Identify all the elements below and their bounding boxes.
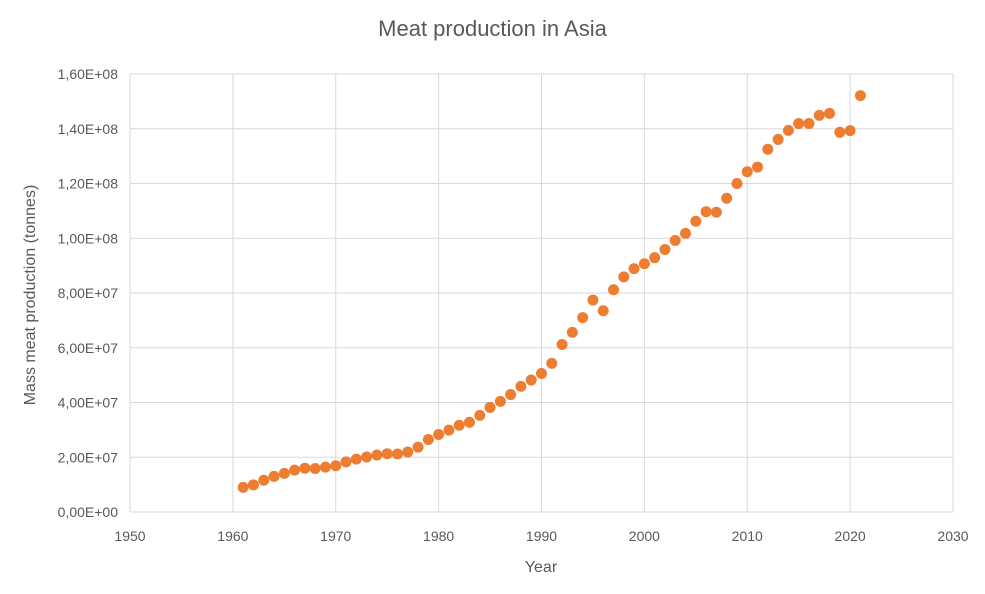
data-point	[772, 133, 784, 145]
data-point	[834, 126, 846, 138]
data-point	[474, 409, 486, 421]
data-point	[453, 419, 465, 431]
data-point	[536, 367, 547, 379]
data-point	[854, 90, 866, 102]
data-point	[638, 258, 650, 270]
y-tick-label: 0,00E+00	[58, 504, 119, 520]
x-tick-label: 2030	[937, 528, 968, 544]
data-point	[597, 305, 609, 317]
x-axis-title: Year	[525, 559, 558, 576]
data-point	[319, 461, 331, 473]
data-point	[741, 166, 753, 178]
x-tick-label: 2010	[732, 528, 763, 544]
y-tick-label: 1,00E+08	[58, 230, 119, 246]
data-point	[628, 263, 640, 275]
data-point	[391, 448, 403, 460]
data-point	[793, 118, 805, 130]
data-point	[443, 424, 455, 436]
data-point	[402, 446, 414, 458]
data-point	[710, 206, 722, 218]
data-points	[237, 90, 866, 493]
x-tick-label: 1970	[320, 528, 351, 544]
data-point	[237, 481, 249, 493]
data-point	[505, 389, 517, 401]
data-point	[608, 284, 620, 296]
data-point	[649, 252, 661, 264]
data-point	[278, 467, 290, 479]
data-point	[752, 161, 764, 173]
data-point	[844, 125, 856, 137]
y-tick-label: 8,00E+07	[58, 285, 119, 301]
data-point	[309, 462, 321, 474]
data-point	[762, 143, 774, 155]
y-tick-label: 2,00E+07	[58, 449, 119, 465]
data-point	[247, 479, 259, 491]
data-point	[422, 433, 434, 445]
data-point	[546, 357, 558, 369]
x-tick-label: 1950	[114, 528, 145, 544]
data-point	[494, 395, 506, 407]
chart-title: Meat production in Asia	[378, 16, 607, 41]
data-point	[258, 474, 270, 486]
data-point	[268, 470, 280, 482]
data-point	[350, 453, 362, 465]
data-point	[824, 107, 836, 119]
data-point	[371, 449, 383, 461]
data-point	[813, 109, 825, 121]
data-point	[782, 124, 794, 136]
x-tick-label: 2000	[629, 528, 660, 544]
x-tick-label: 1960	[217, 528, 248, 544]
data-point	[721, 192, 733, 204]
data-point	[381, 448, 393, 460]
data-point	[299, 462, 311, 474]
data-point	[463, 416, 475, 428]
y-tick-label: 1,20E+08	[58, 176, 119, 192]
data-point	[412, 441, 424, 453]
data-point	[515, 380, 527, 392]
data-point	[433, 429, 445, 441]
data-point	[556, 338, 568, 350]
data-point	[587, 294, 599, 306]
data-point	[680, 227, 692, 239]
data-point	[618, 271, 630, 283]
data-point	[577, 312, 589, 324]
y-tick-label: 1,60E+08	[58, 66, 119, 82]
y-tick-label: 6,00E+07	[58, 340, 119, 356]
x-tick-label: 1990	[526, 528, 557, 544]
data-point	[566, 326, 578, 338]
data-point	[700, 206, 712, 218]
y-tick-label: 1,40E+08	[58, 121, 119, 137]
data-point	[289, 464, 301, 476]
data-point	[330, 460, 342, 472]
data-point	[525, 374, 537, 386]
x-tick-label: 1980	[423, 528, 454, 544]
grid	[129, 73, 954, 513]
data-point	[361, 451, 373, 463]
y-tick-label: 4,00E+07	[58, 395, 119, 411]
data-point	[731, 178, 743, 189]
data-point	[484, 401, 496, 413]
tick-labels: 0,00E+00 2,00E+07 4,00E+07 6,00E+07 8,00E+07…	[58, 66, 969, 544]
x-tick-label: 2020	[835, 528, 866, 544]
data-point	[803, 118, 815, 130]
y-axis-title: Mass meat production (tonnes)	[22, 185, 39, 406]
data-point	[669, 234, 681, 246]
data-point	[340, 456, 352, 468]
data-point	[659, 243, 671, 255]
data-point	[690, 215, 702, 227]
